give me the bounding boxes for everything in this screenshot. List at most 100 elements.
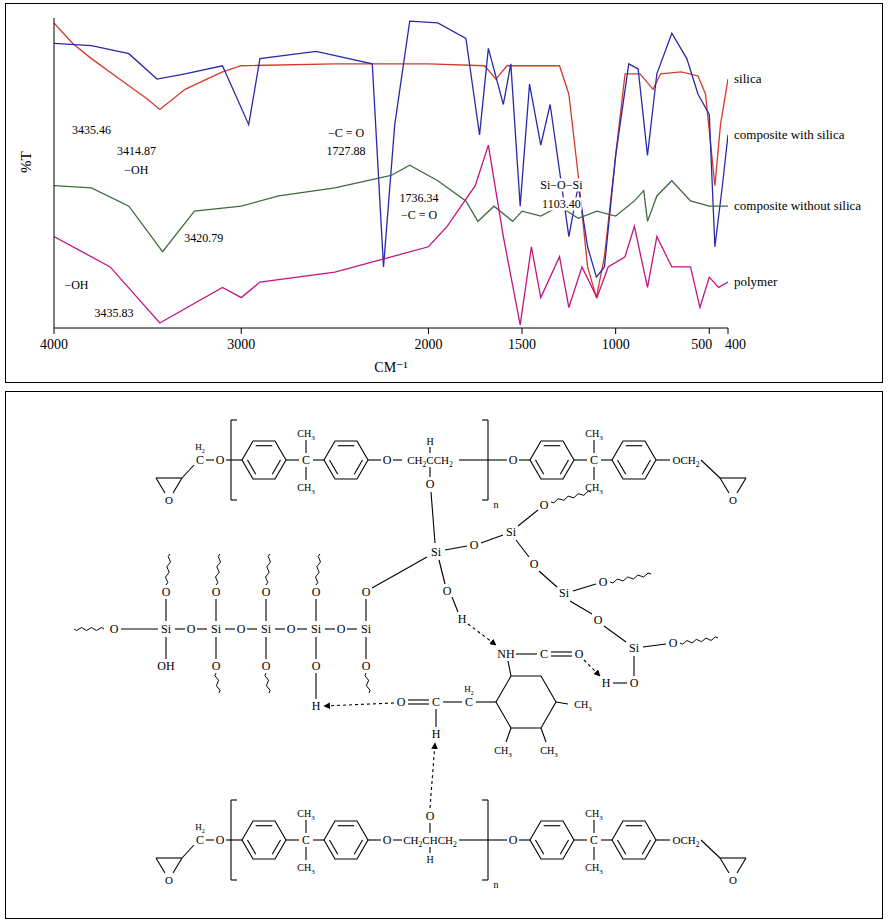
svg-text:3000: 3000	[227, 337, 255, 352]
svg-text:O: O	[729, 494, 737, 506]
svg-text:Si: Si	[261, 622, 272, 636]
svg-text:O: O	[509, 833, 518, 847]
svg-text:CH3: CH3	[585, 482, 603, 496]
svg-text:H: H	[458, 612, 467, 626]
svg-text:O: O	[216, 833, 225, 847]
html-text:composite with silica: composite with silica	[734, 126, 845, 142]
svg-text:O: O	[187, 622, 196, 636]
svg-text:%T: %T	[18, 151, 34, 173]
svg-text:1000: 1000	[602, 337, 630, 352]
svg-text:O: O	[110, 622, 119, 636]
svg-text:Si: Si	[311, 622, 322, 636]
svg-text:H2: H2	[195, 442, 205, 454]
svg-text:O: O	[509, 453, 518, 467]
svg-text:1500: 1500	[508, 337, 536, 352]
svg-text:Si: Si	[161, 622, 172, 636]
svg-text:H2: H2	[195, 822, 205, 834]
svg-text:C: C	[302, 453, 310, 467]
svg-text:Si: Si	[629, 641, 640, 655]
svg-text:CH3: CH3	[585, 808, 603, 822]
svg-text:O: O	[165, 494, 173, 506]
svg-text:O: O	[212, 659, 221, 673]
svg-text:O: O	[426, 477, 435, 491]
svg-text:Si: Si	[211, 622, 222, 636]
svg-text:CH3: CH3	[297, 482, 315, 496]
svg-text:C: C	[465, 695, 473, 709]
html-text:silica: silica	[734, 71, 762, 87]
svg-text:CM⁻¹: CM⁻¹	[374, 360, 407, 375]
svg-text:n: n	[494, 879, 499, 890]
svg-text:CH3: CH3	[494, 745, 512, 759]
svg-text:O: O	[262, 585, 271, 599]
svg-text:CH3: CH3	[585, 862, 603, 876]
svg-text:C: C	[590, 833, 598, 847]
svg-text:O: O	[540, 498, 549, 512]
svg-text:O: O	[575, 647, 584, 661]
svg-text:C: C	[302, 833, 310, 847]
svg-text:400: 400	[725, 337, 746, 352]
svg-text:O: O	[594, 613, 603, 627]
svg-text:O: O	[212, 585, 221, 599]
svg-text:O: O	[383, 453, 392, 467]
svg-text:Si: Si	[361, 622, 372, 636]
html-text:−C = O: −C = O	[328, 125, 365, 140]
svg-text:CH2CCH2: CH2CCH2	[407, 454, 453, 469]
svg-text:O: O	[630, 676, 639, 690]
svg-text:H: H	[426, 854, 433, 865]
svg-text:O: O	[443, 584, 452, 598]
svg-text:CH3: CH3	[297, 428, 315, 442]
svg-text:500: 500	[691, 337, 712, 352]
svg-text:CH3: CH3	[574, 699, 592, 713]
svg-text:O: O	[729, 874, 737, 886]
svg-text:O: O	[262, 659, 271, 673]
svg-text:Si: Si	[559, 586, 570, 600]
html-text:−OH: −OH	[124, 162, 149, 177]
svg-text:OH: OH	[157, 659, 175, 673]
svg-text:O: O	[237, 622, 246, 636]
svg-text:O: O	[162, 585, 171, 599]
svg-text:n: n	[494, 499, 499, 510]
svg-text:CH3: CH3	[297, 808, 315, 822]
svg-text:O: O	[383, 833, 392, 847]
svg-text:O: O	[337, 622, 346, 636]
svg-text:O: O	[312, 659, 321, 673]
svg-text:CH3: CH3	[585, 428, 603, 442]
svg-text:C: C	[196, 453, 204, 467]
svg-text:O: O	[362, 659, 371, 673]
svg-text:H: H	[312, 699, 321, 713]
svg-text:C: C	[540, 647, 548, 661]
svg-text:O: O	[287, 622, 296, 636]
svg-text:OCH2: OCH2	[672, 454, 699, 469]
html-text:3414.87: 3414.87	[116, 143, 156, 158]
svg-text:2000: 2000	[414, 337, 442, 352]
svg-text:O: O	[530, 557, 539, 571]
svg-text:CH2CHCH2: CH2CHCH2	[403, 834, 457, 849]
svg-text:O: O	[362, 585, 371, 599]
svg-text:O: O	[599, 575, 608, 589]
svg-text:O: O	[470, 538, 479, 552]
svg-text:O: O	[312, 585, 321, 599]
html-text:1727.88: 1727.88	[326, 143, 366, 158]
svg-text:C: C	[196, 833, 204, 847]
svg-text:Si: Si	[506, 525, 517, 539]
svg-text:O: O	[426, 809, 435, 823]
svg-text:H: H	[602, 676, 611, 690]
svg-text:O: O	[216, 453, 225, 467]
svg-text:C: C	[432, 695, 440, 709]
svg-text:H: H	[426, 436, 433, 447]
svg-text:H2: H2	[464, 684, 474, 696]
svg-text:OCH2: OCH2	[672, 834, 699, 849]
svg-text:Si: Si	[431, 545, 442, 559]
svg-text:O: O	[165, 874, 173, 886]
svg-text:4000: 4000	[40, 337, 68, 352]
svg-text:H: H	[432, 727, 441, 741]
svg-text:C: C	[590, 453, 598, 467]
svg-text:CH3: CH3	[297, 862, 315, 876]
svg-text:CH3: CH3	[540, 745, 558, 759]
svg-text:NH: NH	[497, 647, 515, 661]
html-text:composite without silica: composite without silica	[734, 198, 862, 214]
svg-text:O: O	[669, 636, 678, 650]
svg-text:O: O	[397, 695, 406, 709]
html-text:polymer: polymer	[734, 274, 778, 290]
html-text:3435.46: 3435.46	[71, 122, 111, 137]
